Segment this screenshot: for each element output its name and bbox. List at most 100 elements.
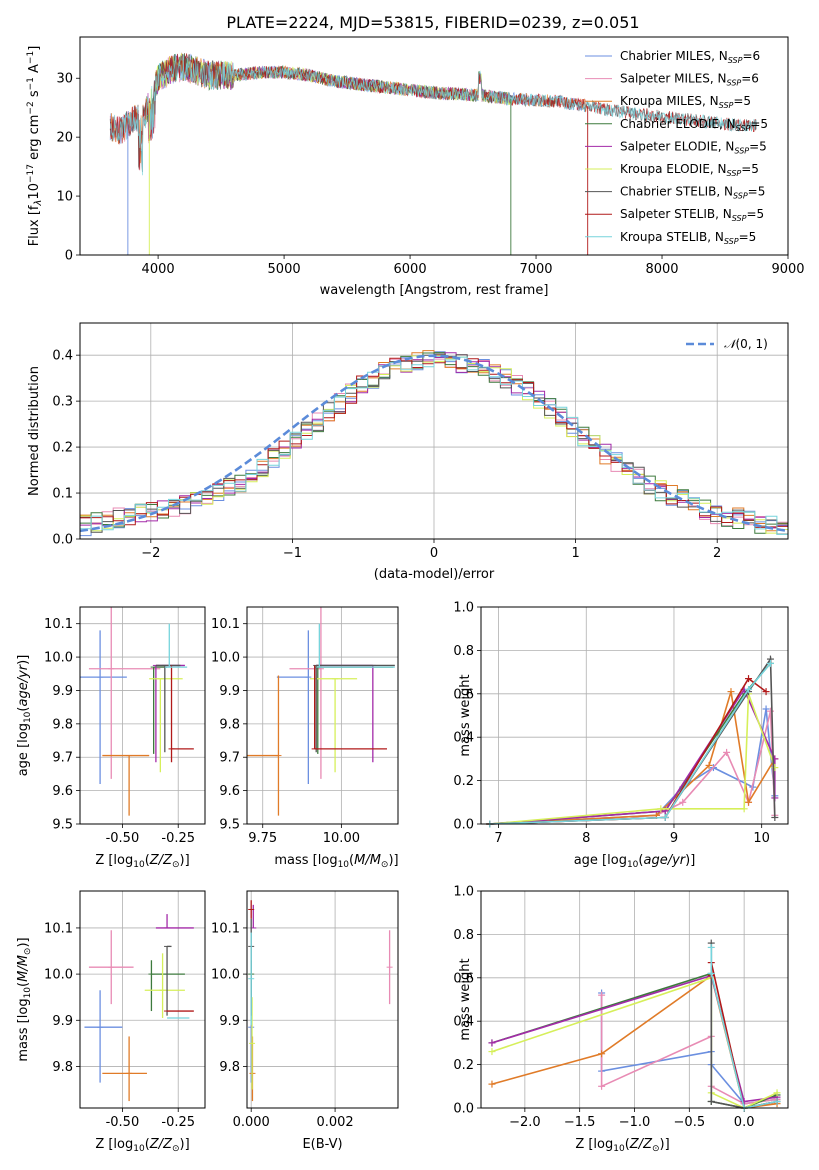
weight-line bbox=[489, 656, 776, 825]
label-part: =5 bbox=[739, 230, 757, 244]
subscript: SSP bbox=[736, 124, 751, 133]
label-part: =5 bbox=[749, 139, 767, 153]
age_vs_Z-xlabel: Z [log10(Z/Z⊙)] bbox=[95, 853, 189, 870]
residual-histograms bbox=[80, 350, 788, 537]
tick-label-x: −2.0 bbox=[509, 1115, 541, 1130]
mass_vs_Z-axes: -0.50 -0.25 9.8 9.9 10.0 10.1 bbox=[44, 891, 205, 1130]
tick-label-y: 9.5 bbox=[52, 818, 73, 833]
weight_vs_Z-ylabel: mass weight bbox=[458, 958, 473, 1040]
subscript: λ bbox=[33, 200, 44, 207]
tick-label-x: 9000 bbox=[771, 262, 804, 277]
label-part: )] bbox=[685, 853, 695, 868]
superscript: −17 bbox=[26, 164, 36, 183]
normal-curve bbox=[80, 354, 788, 533]
tick-label-y: 10.1 bbox=[44, 617, 73, 632]
weight_vs_age-xlabel: age [log10(age/yr)] bbox=[574, 853, 696, 870]
subscript: SSP bbox=[728, 56, 743, 65]
tick-label-y: 9.6 bbox=[52, 784, 73, 799]
tick-label-y: 9.8 bbox=[219, 1060, 240, 1075]
tick-label-x: -0.50 bbox=[106, 1115, 140, 1130]
tick-label-x: 10.00 bbox=[323, 831, 360, 846]
weight-line bbox=[489, 711, 776, 825]
weight_vs_Z-frame bbox=[480, 890, 789, 1109]
label-part: )] bbox=[16, 937, 31, 947]
spectrum-line bbox=[109, 53, 757, 176]
label-part: ( bbox=[145, 853, 150, 868]
subscript: ⊙ bbox=[652, 1144, 660, 1154]
subscript: 10 bbox=[338, 860, 350, 870]
tick-label-y: 9.9 bbox=[52, 1014, 73, 1029]
mass_vs_EBV-points bbox=[248, 900, 393, 1102]
tick-label-x: 2 bbox=[713, 546, 721, 561]
spectrum-legend: Chabrier MILES, NSSP=6 Salpeter MILES, NS… bbox=[585, 49, 768, 246]
age_vs_Z-axes: -0.50 -0.25 9.5 9.6 9.7 9.8 9.9 10.0 10.1 bbox=[44, 607, 205, 846]
label-part: (0, 1) bbox=[736, 337, 768, 351]
label-part: ( bbox=[145, 1137, 150, 1152]
tick-label-y: 10.0 bbox=[211, 651, 240, 666]
legend-label: Chabrier MILES, NSSP=6 bbox=[620, 49, 760, 65]
tick-label-y: 20 bbox=[56, 131, 73, 146]
label-part: Z/Z bbox=[629, 1137, 653, 1152]
weight_vs_age-ylabel: mass weight bbox=[458, 674, 473, 756]
tick-label-x: -0.50 bbox=[106, 831, 140, 846]
tick-label-y: 10.1 bbox=[211, 617, 240, 632]
label-part: age/yr bbox=[16, 663, 31, 706]
tick-label-y: 9.9 bbox=[52, 684, 73, 699]
tick-label-y: 9.8 bbox=[219, 717, 240, 732]
tick-label-y: 9.9 bbox=[219, 684, 240, 699]
label-part: =5 bbox=[746, 207, 764, 221]
tick-label-x: −2 bbox=[141, 546, 160, 561]
label-part: )] bbox=[16, 655, 31, 665]
mass_vs_EBV-frame bbox=[246, 890, 399, 1109]
label-part: =6 bbox=[741, 72, 759, 86]
mass_vs_Z-ylabel: mass [log10(M/M⊙)] bbox=[16, 937, 33, 1061]
label-part: s bbox=[27, 90, 42, 101]
label-part: M/M bbox=[354, 853, 381, 868]
label-part: ( bbox=[16, 707, 31, 712]
tick-label-y: 0.8 bbox=[453, 644, 474, 659]
label-part: ( bbox=[638, 853, 643, 868]
spectrum-xlabel: wavelength [Angstrom, rest frame] bbox=[320, 283, 549, 298]
residuals-ylabel: Normed distribution bbox=[27, 366, 42, 496]
weight_vs_Z-xlabel: Z [log10(Z/Z⊙)] bbox=[575, 1137, 669, 1154]
mass_vs_Z-points bbox=[84, 914, 194, 1102]
label-part: Z/Z bbox=[149, 853, 173, 868]
tick-label-y: 0.0 bbox=[453, 1102, 474, 1117]
tick-label-y: 9.8 bbox=[52, 1060, 73, 1075]
tick-label-x: 0.002 bbox=[316, 1115, 353, 1130]
subscript: 10 bbox=[23, 711, 33, 723]
label-part: M/M bbox=[16, 955, 31, 982]
legend-label: Kroupa MILES, NSSP=5 bbox=[620, 94, 751, 110]
weight_vs_Z-lines bbox=[488, 939, 781, 1112]
tick-label-y: 0.6 bbox=[453, 971, 474, 986]
label-part: 𝒩 bbox=[724, 337, 739, 351]
tick-label-x: 7 bbox=[494, 831, 502, 846]
legend-label: Kroupa STELIB, NSSP=5 bbox=[620, 230, 756, 246]
subscript: 10 bbox=[613, 1144, 625, 1154]
tick-label-x: 0.000 bbox=[233, 1115, 270, 1130]
subscript: SSP bbox=[733, 192, 748, 201]
spectrum-line bbox=[109, 53, 757, 173]
tick-label-y: 0.0 bbox=[453, 818, 474, 833]
tick-label-x: 6000 bbox=[394, 262, 427, 277]
age_vs_Z-ylabel: age [log10(age/yr)] bbox=[16, 655, 33, 777]
subscript: SSP bbox=[727, 79, 742, 88]
weight_vs_age-lines bbox=[486, 655, 779, 828]
tick-label-x: 9 bbox=[670, 831, 678, 846]
tick-label-x: 7000 bbox=[519, 262, 552, 277]
legend-label: Salpeter STELIB, NSSP=5 bbox=[620, 207, 764, 223]
tick-label-x: 0.0 bbox=[734, 1115, 755, 1130]
residual-histogram bbox=[80, 355, 788, 535]
tick-label-y: 30 bbox=[56, 72, 73, 87]
subscript: 10 bbox=[627, 860, 639, 870]
figure-title: PLATE=2224, MJD=53815, FIBERID=0239, z=0… bbox=[226, 13, 639, 32]
subscript: 10 bbox=[133, 1144, 145, 1154]
subscript: 10 bbox=[133, 860, 145, 870]
tick-label-y: 10.0 bbox=[211, 968, 240, 983]
age_vs_mass-axes: 9.75 10.00 9.5 9.6 9.7 9.8 9.9 10.0 10.1 bbox=[211, 607, 398, 846]
weight_vs_Z-axes: −2.0 −1.5 −1.0 −0.5 0.0 0.0 0.2 0.4 0.6 0.8 1.0 bbox=[453, 885, 788, 1130]
label-part: =5 bbox=[750, 117, 768, 131]
residuals-axes: −2 −1 0 1 2 0.0 0.1 0.2 0.3 0.4 bbox=[52, 323, 788, 561]
spectrum-axes: 4000 5000 6000 7000 8000 9000 0 10 20 30 bbox=[56, 72, 804, 277]
